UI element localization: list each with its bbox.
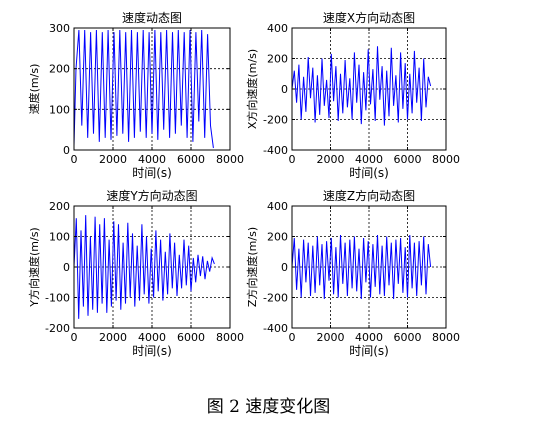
x-tick-label: 0 (289, 331, 296, 344)
y-axis-label: Z方向速度(m/s) (245, 227, 259, 307)
subplot-2: 0 2000 4000 6000 8000 -400 -200 0 200 400 速度X方向动态图… (245, 10, 460, 180)
y-tick-label: 200 (267, 53, 288, 66)
x-tick-label: 4000 (138, 331, 166, 344)
x-tick-label: 0 (289, 153, 296, 166)
y-tick-label: -400 (263, 144, 288, 157)
y-tick-label: 100 (49, 103, 70, 116)
y-tick-label: -200 (263, 292, 288, 305)
subplot-title: 速度Z方向动态图 (323, 188, 415, 203)
x-tick-label: 6000 (394, 153, 422, 166)
y-tick-label: 400 (267, 22, 288, 35)
y-axis-label: Y方向速度(m/s) (27, 227, 41, 307)
x-tick-label: 4000 (355, 331, 383, 344)
figure-caption: 图 2 速度变化图 (206, 397, 331, 417)
x-axis-label: 时间(s) (132, 344, 172, 358)
x-tick-label: 6000 (394, 331, 422, 344)
x-tick-label: 0 (71, 153, 78, 166)
y-tick-label: 400 (267, 200, 288, 213)
x-axis-label: 时间(s) (349, 344, 389, 358)
figure: 0 2000 4000 6000 80000100200300速度动态图时间(s)速度(… (27, 10, 460, 358)
x-tick-label: 2000 (99, 153, 127, 166)
y-tick-label: 0 (63, 144, 70, 157)
data-series-line (291, 234, 432, 300)
subplot-title: 速度Y方向动态图 (106, 188, 197, 203)
subplot-4: 0 2000 4000 6000 8000 -400 -200 0 200 400 速度Z方向动态图… (245, 188, 460, 358)
x-tick-label: 2000 (317, 153, 345, 166)
y-tick-label: -200 (45, 322, 70, 335)
x-axis-label: 时间(s) (349, 166, 389, 180)
y-tick-label: 0 (281, 83, 288, 96)
y-tick-label: 0 (281, 261, 288, 274)
x-tick-label: 6000 (177, 331, 205, 344)
x-tick-label: 4000 (355, 153, 383, 166)
data-series-line (73, 29, 214, 149)
x-tick-label: 6000 (177, 153, 205, 166)
x-axis-label: 时间(s) (132, 166, 172, 180)
data-series-line (291, 46, 432, 126)
y-axis-label: 速度(m/s) (27, 64, 41, 115)
y-tick-label: 200 (49, 63, 70, 76)
y-tick-label: -200 (263, 114, 288, 127)
x-tick-label: 8000 (216, 153, 244, 166)
y-axis-label: X方向速度(m/s) (245, 49, 259, 129)
y-tick-label: -400 (263, 322, 288, 335)
x-tick-label: 0 (71, 331, 78, 344)
subplot-title: 速度动态图 (122, 10, 182, 25)
y-tick-label: 200 (49, 200, 70, 213)
y-tick-label: 100 (49, 231, 70, 244)
y-tick-label: 200 (267, 231, 288, 244)
x-tick-label: 8000 (216, 331, 244, 344)
y-tick-label: -100 (45, 292, 70, 305)
x-tick-label: 4000 (138, 153, 166, 166)
data-series-line (73, 215, 215, 319)
subplot-3: 0 2000 4000 6000 8000 -200 -100 0 100 200 速度Y方向动态图… (27, 188, 244, 358)
x-tick-label: 8000 (432, 153, 460, 166)
subplot-title: 速度X方向动态图 (323, 10, 415, 25)
x-tick-label: 8000 (432, 331, 460, 344)
y-tick-label: 0 (63, 261, 70, 274)
x-tick-label: 2000 (317, 331, 345, 344)
x-tick-label: 2000 (99, 331, 127, 344)
y-tick-label: 300 (49, 22, 70, 35)
